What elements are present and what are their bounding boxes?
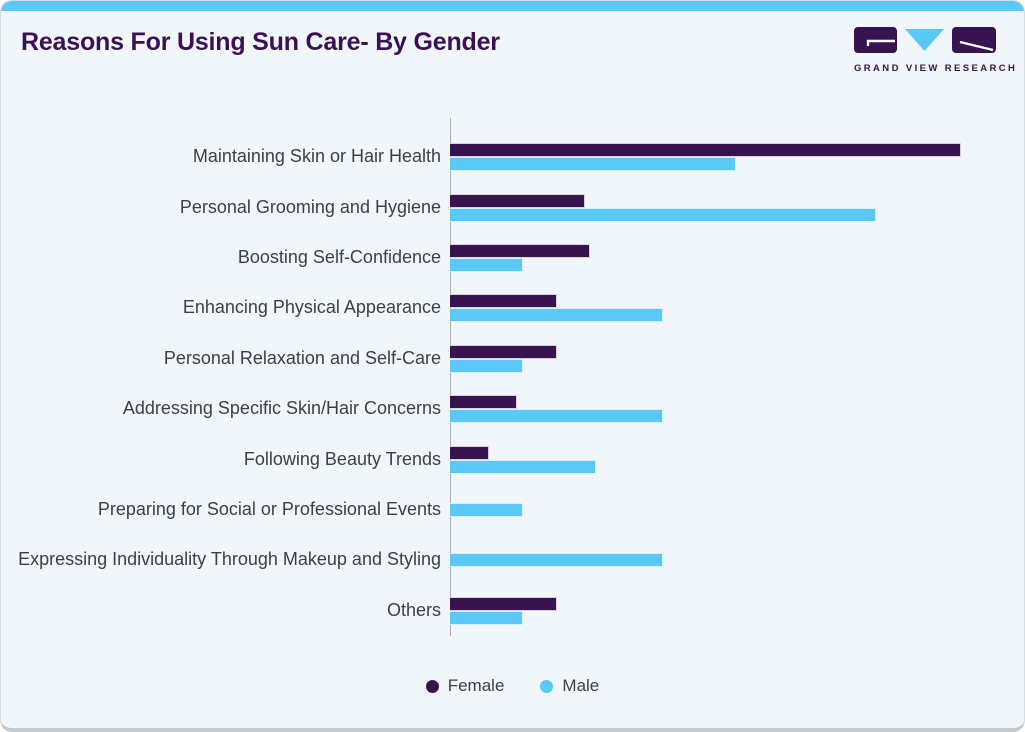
bar-male[interactable] — [450, 409, 664, 424]
logo-r-block — [952, 27, 996, 53]
logo-r-glyph — [959, 40, 994, 52]
bar-group — [450, 334, 1011, 384]
logo-g-glyph — [866, 39, 895, 46]
bar-male[interactable] — [450, 257, 523, 272]
logo-brand-text: GRAND VIEW RESEARCH — [854, 63, 1018, 74]
bar-male[interactable] — [450, 207, 877, 222]
bar-female[interactable] — [450, 596, 557, 611]
chart-row: Expressing Individuality Through Makeup … — [1, 535, 1011, 585]
bar-female[interactable] — [450, 395, 518, 410]
bar-group — [450, 485, 1011, 535]
bar-group — [450, 132, 1011, 182]
bar-male[interactable] — [450, 358, 523, 373]
category-axis-line — [450, 118, 451, 636]
chart-row: Enhancing Physical Appearance — [1, 283, 1011, 333]
bar-male[interactable] — [450, 553, 664, 568]
chart-row: Personal Relaxation and Self-Care — [1, 334, 1011, 384]
legend-item-female[interactable]: Female — [425, 676, 505, 696]
category-label: Personal Grooming and Hygiene — [179, 196, 441, 217]
gvr-logo-mark — [854, 27, 996, 53]
legend-label: Male — [562, 676, 600, 695]
bar-female[interactable] — [450, 344, 557, 359]
bar-male[interactable] — [450, 308, 664, 323]
female-legend-dot — [425, 679, 439, 693]
top-accent-strip — [1, 1, 1024, 11]
category-label: Enhancing Physical Appearance — [182, 297, 441, 318]
bar-female[interactable] — [450, 243, 591, 258]
category-label: Maintaining Skin or Hair Health — [192, 146, 441, 167]
bar-female[interactable] — [450, 143, 961, 158]
bar-group — [450, 586, 1011, 636]
gvr-logo: GRAND VIEW RESEARCH — [854, 27, 1018, 74]
bar-group — [450, 434, 1011, 484]
bar-male[interactable] — [450, 610, 523, 625]
chart-row: Addressing Specific Skin/Hair Concerns — [1, 384, 1011, 434]
logo-v-triangle — [905, 29, 944, 51]
bar-group — [450, 283, 1011, 333]
chart-row: Maintaining Skin or Hair Health — [1, 132, 1011, 182]
bar-female[interactable] — [450, 193, 585, 208]
bar-group — [450, 384, 1011, 434]
legend-item-male[interactable]: Male — [540, 676, 599, 696]
chart-rows: Maintaining Skin or Hair Health Personal … — [1, 132, 1011, 636]
legend-label: Female — [447, 676, 505, 695]
bar-female[interactable] — [450, 445, 490, 460]
category-label: Preparing for Social or Professional Eve… — [97, 498, 441, 519]
bar-male[interactable] — [450, 157, 737, 172]
male-legend-dot — [540, 679, 554, 693]
bar-group — [450, 535, 1011, 585]
category-label: Others — [386, 599, 441, 620]
bar-group — [450, 233, 1011, 283]
bar-male[interactable] — [450, 502, 523, 517]
category-label: Following Beauty Trends — [243, 448, 441, 469]
chart-row: Preparing for Social or Professional Eve… — [1, 485, 1011, 535]
chart-row: Others — [1, 586, 1011, 636]
category-label: Personal Relaxation and Self-Care — [163, 347, 441, 368]
chart-row: Personal Grooming and Hygiene — [1, 182, 1011, 232]
page-title: Reasons For Using Sun Care- By Gender — [21, 28, 500, 56]
category-label: Expressing Individuality Through Makeup … — [18, 549, 441, 570]
category-label: Addressing Specific Skin/Hair Concerns — [122, 398, 441, 419]
bar-group — [450, 182, 1011, 232]
chart-legend: Female Male — [1, 676, 1024, 696]
chart-row: Following Beauty Trends — [1, 434, 1011, 484]
bar-female[interactable] — [450, 294, 557, 309]
bar-male[interactable] — [450, 459, 596, 474]
chart-row: Boosting Self-Confidence — [1, 233, 1011, 283]
category-label: Boosting Self-Confidence — [237, 247, 441, 267]
